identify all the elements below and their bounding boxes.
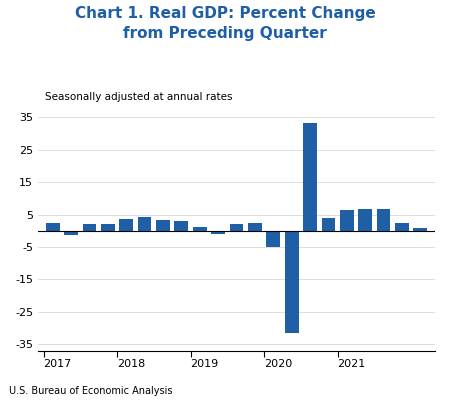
Bar	[248, 223, 262, 231]
Bar	[175, 222, 188, 231]
Text: Chart 1. Real GDP: Percent Change
from Preceding Quarter: Chart 1. Real GDP: Percent Change from P…	[75, 6, 375, 41]
Bar	[138, 217, 152, 231]
Bar	[414, 228, 427, 231]
Bar	[82, 224, 96, 231]
Bar	[119, 220, 133, 231]
Bar	[321, 218, 335, 231]
Bar	[64, 231, 78, 235]
Bar	[303, 123, 317, 231]
Bar	[46, 223, 59, 231]
Bar	[156, 220, 170, 231]
Bar	[266, 231, 280, 247]
Bar	[395, 223, 409, 231]
Bar	[101, 224, 115, 231]
Bar	[193, 227, 207, 231]
Bar	[340, 210, 354, 231]
Bar	[211, 231, 225, 234]
Bar	[230, 224, 243, 231]
Bar	[377, 209, 391, 231]
Text: U.S. Bureau of Economic Analysis: U.S. Bureau of Economic Analysis	[9, 386, 172, 396]
Bar	[285, 231, 298, 332]
Text: Seasonally adjusted at annual rates: Seasonally adjusted at annual rates	[45, 92, 233, 102]
Bar	[358, 209, 372, 231]
